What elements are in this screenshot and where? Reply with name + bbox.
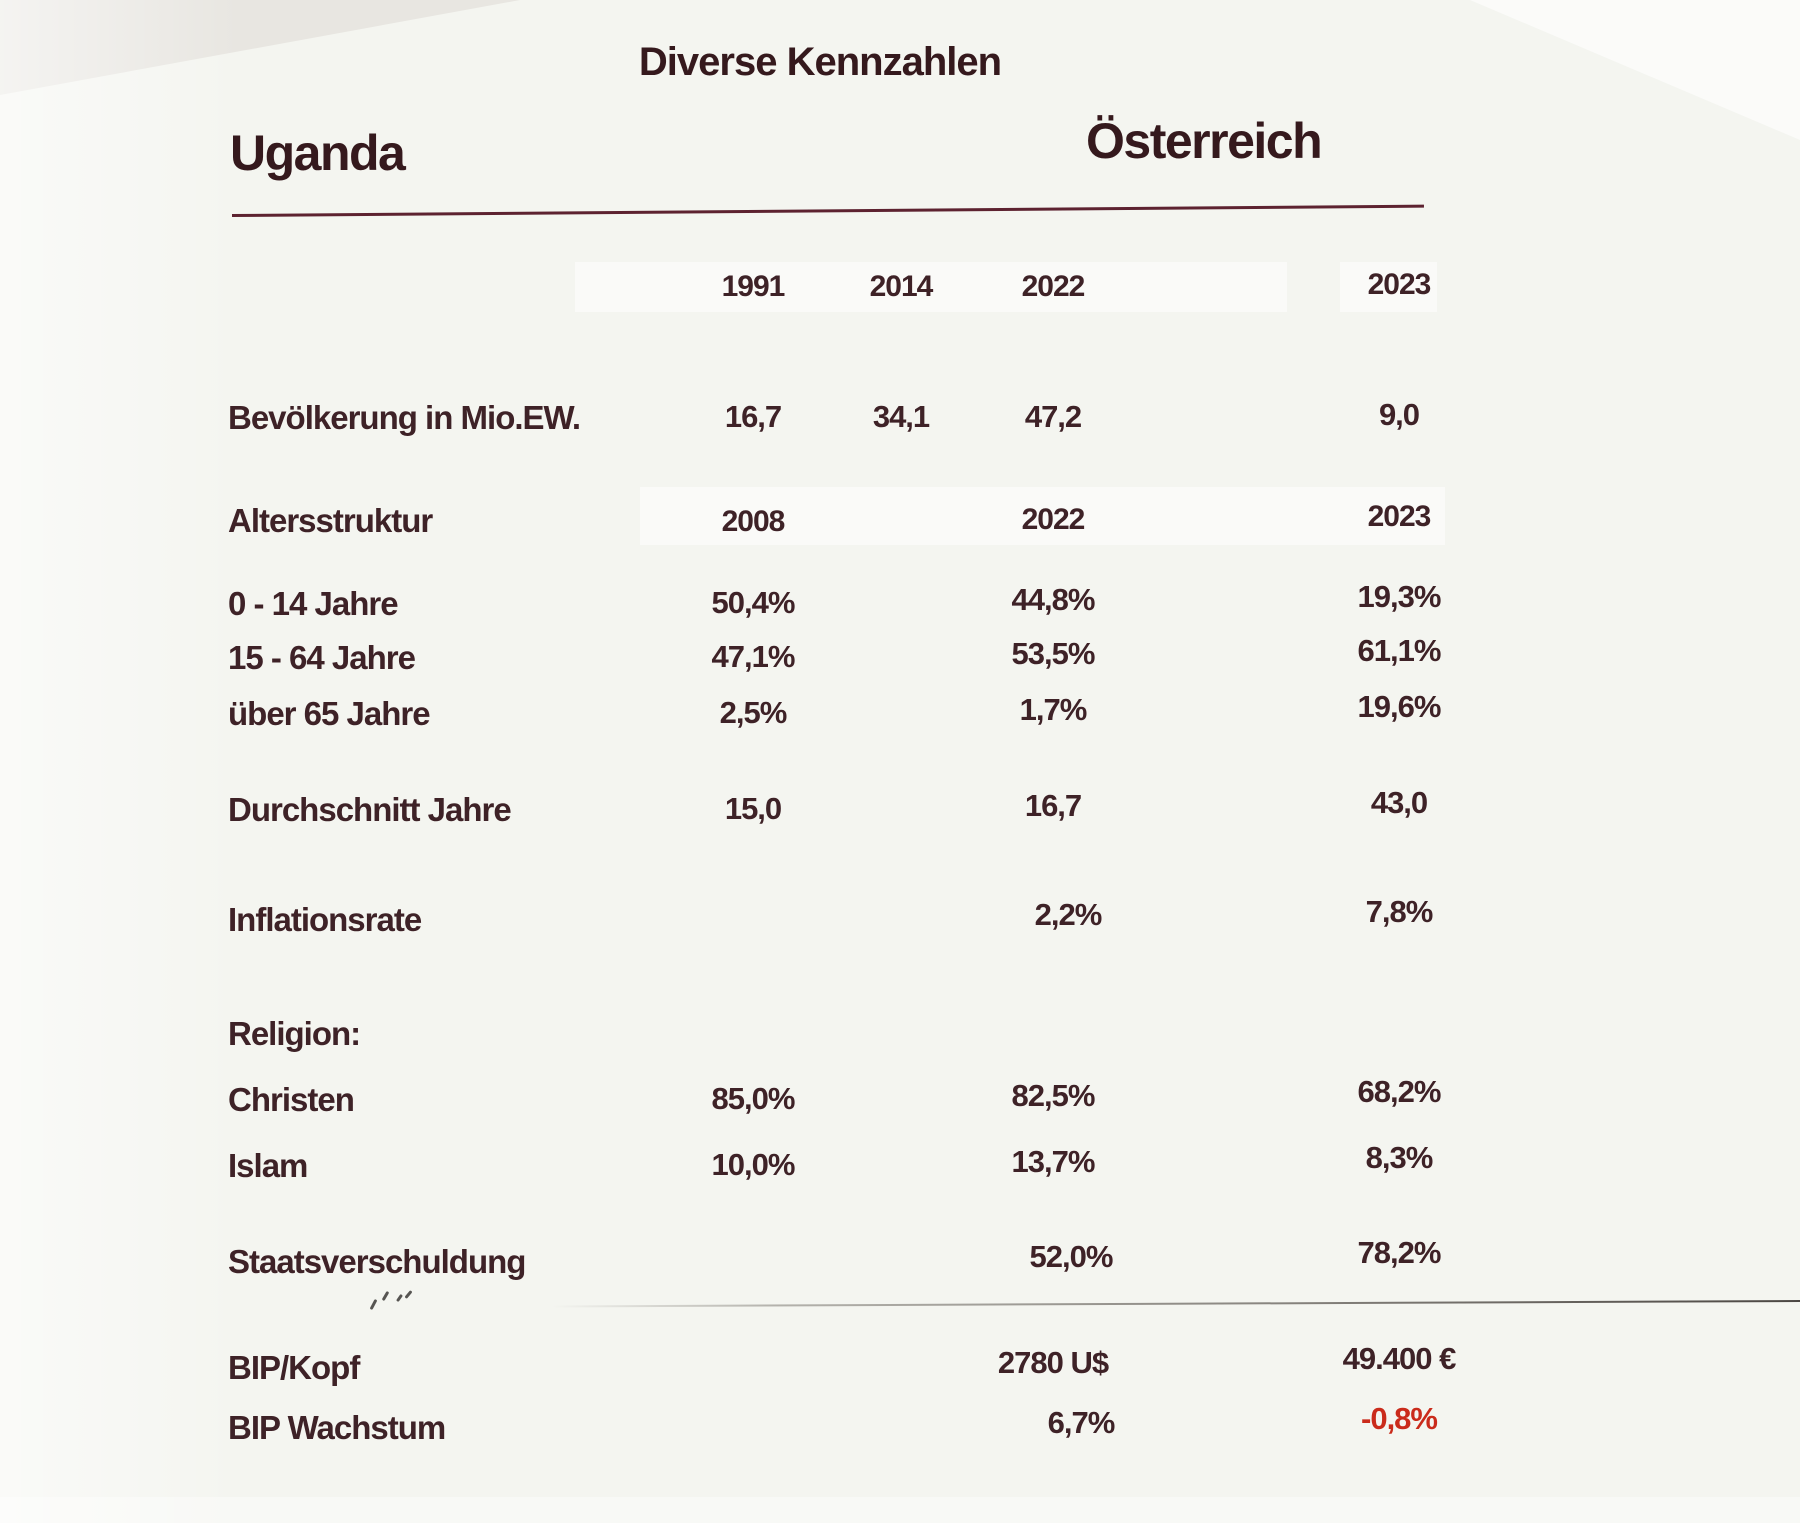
age-value: 19,6% xyxy=(1357,689,1442,724)
inflation-value: 2,2% xyxy=(1034,897,1103,932)
age-value: 50,4% xyxy=(711,585,796,620)
year-header: 2022 xyxy=(1021,503,1086,536)
row-label-inflation: Inflationsrate xyxy=(228,901,422,938)
country-header-uganda: Uganda xyxy=(230,125,406,181)
row-label-age-15-64: 15 - 64 Jahre xyxy=(228,639,416,676)
age-value: 44,8% xyxy=(1011,582,1096,617)
year-header: 2008 xyxy=(721,505,786,538)
age-value: 53,5% xyxy=(1011,636,1096,671)
religion-value: 13,7% xyxy=(1011,1144,1096,1179)
row-label-age-0-14: 0 - 14 Jahre xyxy=(228,585,399,622)
row-label-average-age: Durchschnitt Jahre xyxy=(228,791,512,828)
section-divider-faint xyxy=(552,1300,1800,1308)
year-header: 1991 xyxy=(721,270,786,303)
row-label-age-over-65: über 65 Jahre xyxy=(228,695,431,732)
population-value: 47,2 xyxy=(1024,399,1082,434)
gdp-growth-value-negative: -0,8% xyxy=(1361,1401,1438,1436)
population-value: 34,1 xyxy=(872,399,930,434)
population-value: 9,0 xyxy=(1378,397,1420,432)
average-age-value: 15,0 xyxy=(724,791,782,826)
header-divider xyxy=(231,204,1424,217)
average-age-value: 16,7 xyxy=(1024,788,1082,823)
gdp-per-capita-value: 2780 U$ xyxy=(997,1345,1109,1380)
gdp-per-capita-value: 49.400 € xyxy=(1342,1341,1457,1376)
age-value: 61,1% xyxy=(1357,633,1442,668)
pen-smudge xyxy=(369,1287,420,1313)
gdp-growth-value: 6,7% xyxy=(1047,1405,1116,1440)
average-age-value: 43,0 xyxy=(1370,785,1428,820)
header-band xyxy=(575,262,1287,312)
row-label-gdp-per-capita: BIP/Kopf xyxy=(228,1349,360,1386)
religion-value: 82,5% xyxy=(1011,1078,1096,1113)
year-header: 2023 xyxy=(1367,268,1432,301)
header-band xyxy=(1340,262,1437,312)
row-label-age-structure: Altersstruktur xyxy=(228,502,433,539)
scan-highlight-top-right xyxy=(1470,0,1800,140)
debt-value: 52,0% xyxy=(1029,1239,1114,1274)
row-label-gdp-growth: BIP Wachstum xyxy=(228,1409,446,1446)
section-label-religion: Religion: xyxy=(228,1015,361,1052)
year-header: 2014 xyxy=(869,270,934,303)
age-value: 19,3% xyxy=(1357,579,1442,614)
country-header-austria: Österreich xyxy=(1086,113,1323,169)
age-value: 2,5% xyxy=(719,695,788,730)
population-value: 16,7 xyxy=(724,399,782,434)
age-value: 1,7% xyxy=(1019,692,1088,727)
scan-shadow-top-left xyxy=(0,0,520,95)
debt-value: 78,2% xyxy=(1357,1235,1442,1270)
scan-edge-bottom xyxy=(0,1497,1800,1523)
religion-value: 68,2% xyxy=(1357,1074,1442,1109)
row-label-population: Bevölkerung in Mio.EW. xyxy=(228,399,581,436)
religion-value: 10,0% xyxy=(711,1147,796,1182)
inflation-value: 7,8% xyxy=(1365,894,1434,929)
row-label-christians: Christen xyxy=(228,1081,355,1118)
row-label-national-debt: Staatsverschuldung xyxy=(228,1243,526,1280)
year-header: 2022 xyxy=(1021,270,1086,303)
header-band xyxy=(640,487,1445,545)
religion-value: 85,0% xyxy=(711,1081,796,1116)
page-title: Diverse Kennzahlen xyxy=(638,40,1002,84)
age-value: 47,1% xyxy=(711,639,796,674)
religion-value: 8,3% xyxy=(1365,1140,1434,1175)
row-label-islam: Islam xyxy=(228,1147,308,1184)
scan-edge-left xyxy=(0,0,240,1523)
year-header: 2023 xyxy=(1367,500,1432,533)
